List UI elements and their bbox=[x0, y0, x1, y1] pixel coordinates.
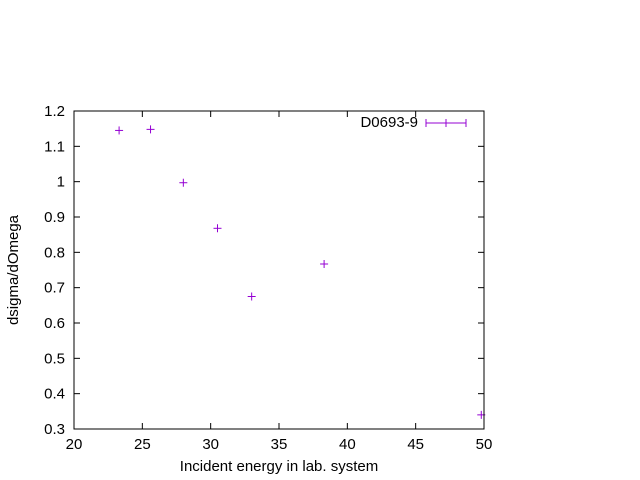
ticks bbox=[73, 110, 485, 430]
x-tick-label: 50 bbox=[476, 436, 493, 453]
x-tick-label: 25 bbox=[134, 436, 151, 453]
legend-sample bbox=[425, 119, 467, 127]
x-tick-label: 20 bbox=[66, 436, 83, 453]
legend: D0693-9 bbox=[360, 114, 467, 131]
y-tick-label: 0.3 bbox=[44, 421, 65, 438]
data-point bbox=[320, 259, 329, 268]
y-tick-label: 0.5 bbox=[44, 350, 65, 367]
data-point bbox=[213, 224, 222, 233]
data-point bbox=[247, 292, 256, 301]
y-tick-label: 1 bbox=[57, 174, 65, 191]
y-tick-label: 0.6 bbox=[44, 315, 65, 332]
plot-frame bbox=[73, 110, 485, 430]
y-axis-label: dsigma/dOmega bbox=[5, 214, 22, 325]
legend-label: D0693-9 bbox=[360, 114, 418, 131]
x-tick-label: 40 bbox=[339, 436, 356, 453]
tick-labels: 20 25 30 35 40 45 50 0.3 0.4 0.5 0.6 0.7 0.8 0.9 1 1.1 1… bbox=[44, 103, 492, 453]
y-tick-label: 1.1 bbox=[44, 138, 65, 155]
y-tick-label: 0.8 bbox=[44, 244, 65, 261]
data-point bbox=[115, 126, 124, 135]
x-axis-label: Incident energy in lab. system bbox=[180, 458, 378, 475]
x-tick-label: 30 bbox=[202, 436, 219, 453]
x-tick-label: 45 bbox=[407, 436, 424, 453]
data-point bbox=[146, 125, 155, 134]
y-tick-label: 0.9 bbox=[44, 209, 65, 226]
data-point bbox=[179, 178, 188, 187]
x-tick-label: 35 bbox=[271, 436, 288, 453]
y-tick-label: 0.4 bbox=[44, 386, 65, 403]
y-tick-label: 1.2 bbox=[44, 103, 65, 120]
data-points bbox=[115, 125, 486, 419]
y-tick-label: 0.7 bbox=[44, 280, 65, 297]
